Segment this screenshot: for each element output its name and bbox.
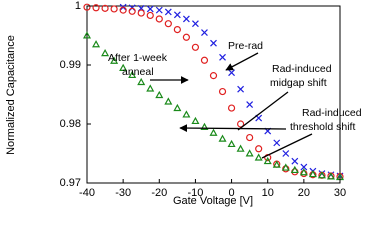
data-point	[200, 122, 209, 130]
x-tick-label: -40	[79, 187, 95, 199]
data-point	[218, 88, 227, 96]
y-tick-label: 0.97	[60, 177, 81, 189]
data-point	[164, 97, 173, 105]
data-point	[263, 156, 272, 165]
data-point	[146, 5, 154, 13]
data-point	[281, 163, 290, 171]
data-point	[146, 11, 154, 19]
data-point	[182, 110, 191, 118]
data-point	[101, 4, 109, 12]
data-point	[272, 160, 281, 168]
data-point	[201, 29, 208, 36]
data-point	[245, 149, 254, 157]
data-point	[164, 20, 172, 28]
data-point	[327, 172, 335, 180]
data-point	[336, 172, 344, 181]
annotation: midgap shift	[270, 77, 327, 89]
x-tick-label: 10	[262, 187, 274, 199]
data-point	[173, 26, 181, 34]
data-point	[246, 134, 254, 142]
data-point	[237, 85, 245, 93]
x-tick-label: -20	[151, 187, 167, 199]
plot-frame	[86, 5, 341, 184]
data-point	[137, 77, 146, 86]
data-point	[119, 6, 127, 14]
data-point	[128, 7, 136, 15]
data-point	[317, 171, 326, 179]
chart: Gate Voltage [V] Normalized Capacitance …	[5, 0, 362, 207]
data-point	[273, 160, 281, 168]
data-point	[254, 153, 263, 161]
data-point	[182, 33, 190, 41]
arrow	[225, 52, 259, 71]
annotation: Pre-rad	[228, 40, 263, 52]
data-point	[110, 5, 118, 13]
data-point	[273, 139, 281, 147]
arrow	[237, 91, 289, 131]
y-tick-label: 0.99	[60, 59, 81, 71]
data-point	[200, 56, 209, 64]
data-point	[83, 3, 91, 11]
data-point	[155, 90, 164, 99]
data-point	[290, 165, 299, 174]
annotation: Rad-induced	[272, 63, 332, 75]
data-point	[155, 15, 163, 23]
data-point	[101, 48, 110, 57]
data-point	[192, 20, 199, 28]
data-point	[137, 9, 145, 17]
data-point	[237, 120, 245, 128]
data-point	[146, 84, 155, 92]
data-point	[228, 69, 235, 77]
data-point	[264, 154, 272, 162]
y-tick-label: 0.98	[60, 118, 81, 130]
arrow	[261, 133, 313, 159]
x-tick-label: 0	[229, 187, 235, 199]
data-point	[282, 150, 290, 157]
data-point	[210, 39, 217, 47]
data-point	[227, 104, 236, 112]
data-point	[92, 4, 100, 12]
annotation: Rad-induced	[302, 107, 362, 119]
x-tick-label: -10	[187, 187, 203, 199]
data-point	[300, 163, 308, 171]
x-axis-title: Gate Voltage [V]	[173, 195, 253, 207]
data-point	[291, 157, 299, 165]
data-point	[182, 15, 190, 23]
data-point	[219, 53, 226, 61]
data-point	[110, 56, 119, 64]
data-point	[128, 70, 137, 79]
data-point	[236, 144, 245, 152]
annotation: threshold shift	[290, 121, 355, 133]
annotation: anneal	[122, 66, 154, 78]
data-point	[173, 11, 181, 19]
data-point	[119, 63, 128, 71]
x-tick-label: 20	[298, 187, 310, 199]
data-point	[92, 40, 101, 48]
y-tick-label: 1	[75, 0, 81, 12]
y-axis-title: Normalized Capacitance	[5, 35, 17, 155]
data-point	[164, 8, 172, 16]
arrow	[179, 124, 287, 132]
data-point	[191, 116, 200, 125]
data-point	[218, 134, 227, 142]
data-point	[246, 101, 254, 108]
data-point	[255, 145, 263, 153]
data-point	[82, 31, 92, 39]
annotation: After 1-week	[108, 52, 168, 64]
data-point	[299, 168, 308, 176]
data-point	[173, 103, 182, 112]
data-point	[191, 43, 200, 51]
data-point	[155, 6, 163, 14]
data-point	[227, 139, 236, 148]
data-point	[326, 172, 335, 180]
x-tick-label: 30	[334, 187, 346, 199]
data-point	[308, 169, 317, 178]
data-point	[209, 72, 218, 80]
data-point	[209, 128, 218, 136]
x-tick-label: -30	[115, 187, 131, 199]
